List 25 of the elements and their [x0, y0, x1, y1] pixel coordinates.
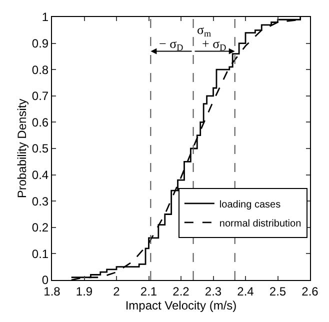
- y-tick-label: 0.7: [32, 89, 49, 104]
- annotation: − σ$_{D}$: [159, 36, 184, 53]
- x-axis-title: Impact Velocity (m/s): [125, 298, 237, 312]
- annotation: σ$_{m}$: [197, 22, 212, 39]
- legend-label: loading cases: [219, 199, 281, 210]
- y-tick-label: 0.8: [32, 62, 49, 77]
- x-tick-label: 1.9: [76, 284, 93, 298]
- x-tick-label: 2.6: [302, 284, 319, 298]
- y-axis-title: Probability Density: [15, 98, 30, 198]
- y-tick-label: 0.5: [32, 142, 49, 156]
- x-tick-label: 2: [113, 284, 120, 298]
- x-tick-label: 2.4: [237, 284, 254, 298]
- annotation: + σ$_{D}$: [202, 36, 227, 53]
- y-tick-label: 0.1: [32, 246, 49, 261]
- x-tick-label: 2.3: [204, 284, 222, 298]
- x-tick-label: 2.2: [172, 284, 190, 298]
- y-tick-label: 0.2: [32, 220, 49, 235]
- y-tick-label: 0.9: [32, 36, 49, 50]
- y-tick-label: 0.6: [32, 115, 49, 130]
- y-tick-label: 1: [42, 10, 49, 24]
- x-tick-label: 2.1: [140, 284, 158, 298]
- x-tick-label: 2.5: [269, 284, 286, 298]
- legend-label: normal distribution: [219, 218, 302, 230]
- y-tick-label: 0.3: [32, 194, 49, 208]
- y-tick-label: 0.4: [32, 168, 49, 182]
